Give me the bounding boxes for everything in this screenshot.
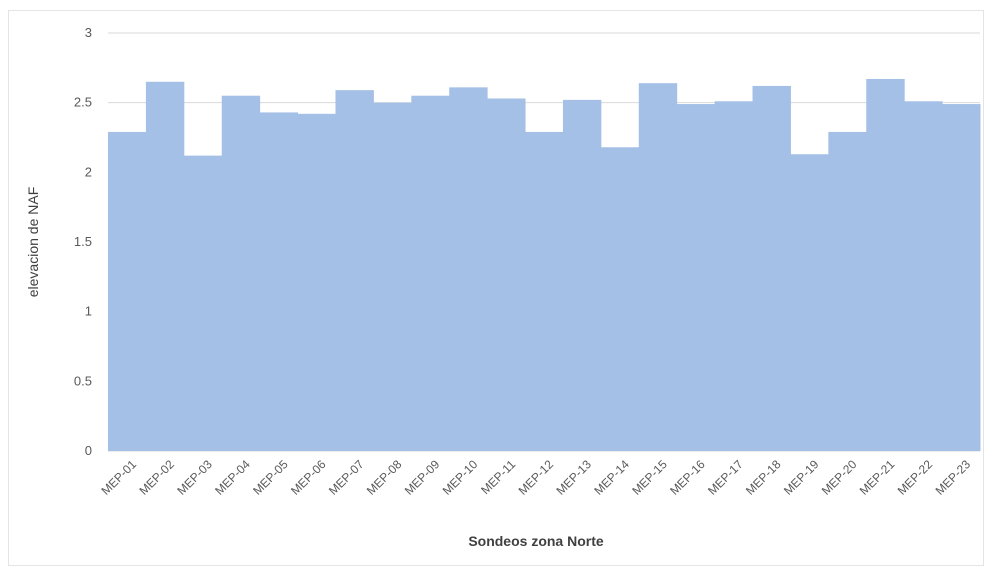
x-tick-label: MEP-23	[933, 457, 974, 498]
bar	[449, 87, 488, 451]
x-tick-label: MEP-19	[781, 457, 822, 498]
bar	[676, 104, 716, 451]
bar	[866, 78, 905, 451]
x-tick-label: MEP-13	[553, 457, 594, 498]
y-axis-title: elevacion de NAF	[25, 187, 41, 298]
bar	[562, 99, 602, 451]
y-tick-label: 0	[85, 443, 92, 458]
bar	[487, 98, 526, 451]
x-tick-label: MEP-03	[174, 457, 215, 498]
bar	[790, 154, 829, 451]
y-tick-label: 2	[85, 164, 92, 179]
bar	[525, 131, 564, 451]
x-tick-label: MEP-15	[629, 457, 670, 498]
x-tick-label: MEP-07	[326, 457, 367, 498]
x-tick-label: MEP-14	[591, 457, 632, 498]
bar	[752, 85, 791, 452]
x-tick-label: MEP-02	[136, 457, 177, 498]
bar	[259, 112, 299, 452]
x-tick-label: MEP-17	[705, 457, 746, 498]
bar	[904, 101, 943, 452]
x-tick-label: MEP-08	[364, 457, 405, 498]
x-tick-label: MEP-21	[857, 457, 898, 498]
bar	[221, 95, 261, 451]
bar	[411, 95, 450, 451]
bar	[335, 90, 374, 452]
x-tick-label: MEP-18	[743, 457, 784, 498]
bar	[942, 104, 981, 451]
bar	[183, 155, 223, 451]
bar	[600, 147, 640, 451]
bar	[638, 83, 678, 451]
x-tick-label: MEP-10	[440, 457, 481, 498]
x-tick-label: MEP-11	[478, 457, 518, 497]
bar	[714, 101, 754, 452]
x-tick-label: MEP-12	[516, 457, 557, 498]
y-tick-label: 0.5	[74, 373, 92, 388]
bar	[108, 131, 147, 451]
y-tick-label: 3	[85, 25, 92, 40]
x-tick-label: MEP-22	[895, 457, 936, 498]
y-tick-label: 1.5	[74, 234, 92, 249]
x-tick-label: MEP-01	[99, 457, 140, 498]
x-tick-label: MEP-20	[819, 457, 860, 498]
bar	[297, 113, 336, 452]
x-tick-label: MEP-16	[667, 457, 708, 498]
y-tick-label: 2.5	[74, 95, 92, 110]
x-tick-label: MEP-05	[250, 457, 291, 498]
bar	[828, 131, 867, 451]
x-tick-label: MEP-06	[288, 457, 329, 498]
x-tick-label: MEP-09	[402, 457, 443, 498]
bar	[145, 81, 185, 452]
x-axis-ticks: MEP-01MEP-02MEP-03MEP-04MEP-05MEP-06MEP-…	[99, 457, 974, 498]
y-tick-label: 1	[85, 304, 92, 319]
x-axis-title: Sondeos zona Norte	[468, 533, 604, 549]
x-tick-label: MEP-04	[212, 457, 253, 498]
bar	[373, 102, 412, 452]
bars	[108, 78, 981, 452]
y-axis-ticks: 0 0.5 1 1.5 2 2.5 3	[74, 25, 92, 458]
